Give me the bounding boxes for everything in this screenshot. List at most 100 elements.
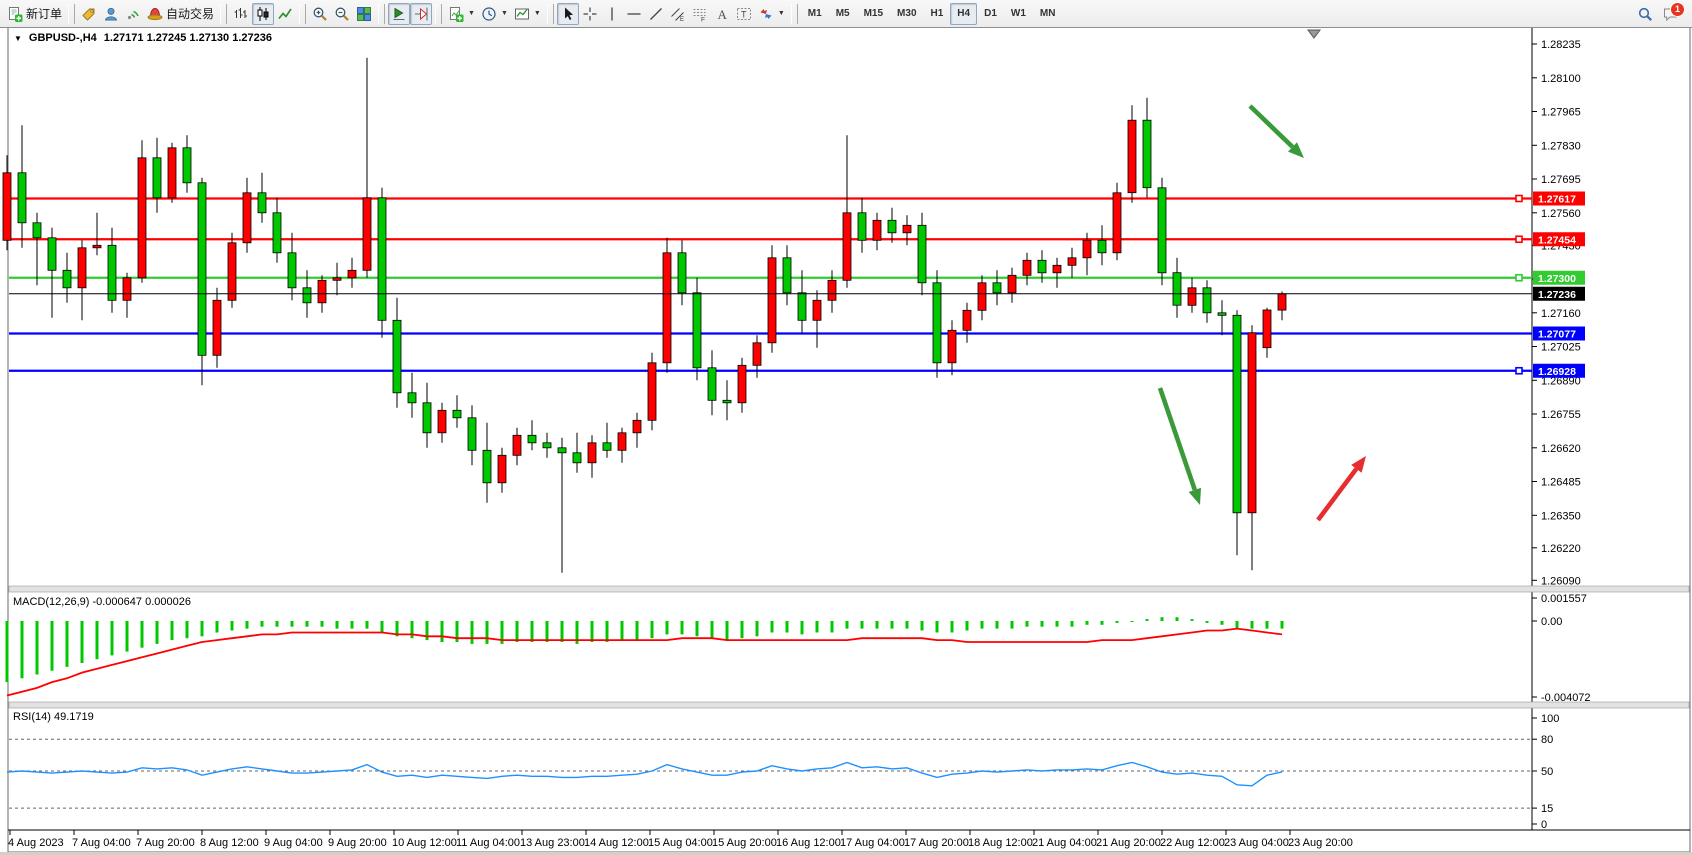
candlestick-chart-button[interactable] xyxy=(252,2,275,25)
chevron-down-icon[interactable]: ▼ xyxy=(468,10,475,17)
arrows-button[interactable]: ▼ xyxy=(755,3,788,25)
price-tick: 1.27160 xyxy=(1541,308,1581,320)
macd-signal-line xyxy=(6,627,1283,697)
timeframe-h4-button[interactable]: H4 xyxy=(950,2,978,25)
candles xyxy=(2,57,1287,573)
cursor-button[interactable] xyxy=(556,2,579,25)
price-axis[interactable]: 1.28235 1.28100 1.27965 1.27830 1.27695 1.275… xyxy=(1532,39,1581,587)
templates-button[interactable]: ▼ xyxy=(511,3,544,25)
timeframe-h1-button[interactable]: H1 xyxy=(930,8,944,19)
date-tick: 11 Aug 04:00 xyxy=(456,837,520,849)
notification-badge: 1 xyxy=(1670,1,1685,17)
indicators-button[interactable]: ▼ xyxy=(445,3,478,25)
timeframe-m30-button[interactable]: M30 xyxy=(897,8,917,19)
text-label-button[interactable]: T xyxy=(733,3,755,25)
chart-shift-marker[interactable] xyxy=(1307,29,1321,39)
chevron-down-icon[interactable]: ▼ xyxy=(777,10,785,17)
channel-icon: E xyxy=(670,7,684,22)
down-arrow-top xyxy=(1248,104,1295,149)
macd-tick: 0.001557 xyxy=(1541,593,1587,605)
new-order-button[interactable]: 新订单 xyxy=(4,3,65,25)
date-tick: 21 Aug 20:00 xyxy=(1096,837,1161,849)
zoom-out-button[interactable] xyxy=(331,3,353,25)
timeframe-m1-button[interactable]: M1 xyxy=(807,8,822,19)
timeframe-m5-button[interactable]: M5 xyxy=(835,8,850,19)
date-tick: 15 Aug 20:00 xyxy=(712,837,777,849)
fibonacci-icon: F xyxy=(693,8,706,22)
price-tick: 1.27025 xyxy=(1541,342,1581,354)
notifications-button[interactable]: 1 xyxy=(1660,1,1685,25)
macd-tick: 0.00 xyxy=(1541,616,1562,628)
search-icon xyxy=(1638,7,1652,21)
periods-button[interactable]: ▼ xyxy=(478,3,511,25)
date-tick: 18 Aug 12:00 xyxy=(968,837,1033,849)
trendline-icon xyxy=(649,7,662,20)
text-button[interactable]: A xyxy=(711,3,733,25)
line-chart-button[interactable] xyxy=(274,3,296,25)
chart-title[interactable]: ▼ GBPUSD-,H4 1.27171 1.27245 1.27130 1.2… xyxy=(14,32,272,44)
toolbar-separator xyxy=(220,3,228,24)
bar-chart-button[interactable] xyxy=(230,3,252,25)
auto-trading-button[interactable]: 自动交易 xyxy=(144,3,217,25)
chart-shift-icon xyxy=(415,7,428,20)
price-tick: 1.27695 xyxy=(1541,174,1581,186)
chart-window xyxy=(7,26,1691,853)
macd-axis[interactable]: 0.001557 0.00 -0.004072 xyxy=(1532,593,1591,704)
signals-icon xyxy=(127,10,139,19)
timeframe-m15-button[interactable]: M15 xyxy=(863,8,884,19)
auto-trading-icon xyxy=(147,7,163,20)
down-arrow-top-head xyxy=(1288,142,1304,158)
date-tick: 4 Aug 2023 xyxy=(8,837,64,849)
price-labels: 1.27617 1.27454 1.27300 1.27077 1.26928 1.272… xyxy=(1533,191,1585,378)
timeframe-mn-button[interactable]: MN xyxy=(1039,8,1056,19)
price-tick: 1.27830 xyxy=(1541,140,1581,152)
zoom-in-icon xyxy=(313,7,327,21)
macd-tick: -0.004072 xyxy=(1541,692,1591,704)
price-tick: 1.26620 xyxy=(1541,443,1581,455)
chart-shift-button[interactable] xyxy=(410,2,433,25)
bar-chart-icon xyxy=(234,7,248,18)
rsi-axis[interactable]: 100 80 50 15 0 xyxy=(1532,713,1559,831)
zoom-in-button[interactable] xyxy=(309,3,331,25)
auto-scroll-button[interactable] xyxy=(388,2,411,25)
drawn-arrows[interactable] xyxy=(1157,104,1366,522)
panel-separator[interactable] xyxy=(8,585,1690,593)
macd-label: MACD(12,26,9) -0.000647 0.000026 xyxy=(13,596,191,608)
date-tick: 7 Aug 04:00 xyxy=(72,837,131,849)
market-button[interactable] xyxy=(78,3,100,25)
signals-button[interactable] xyxy=(122,3,144,25)
price-tick: 1.26755 xyxy=(1541,409,1581,421)
candlestick-chart-icon xyxy=(257,6,269,21)
chevron-down-icon[interactable]: ▼ xyxy=(14,33,22,43)
date-axis[interactable]: 4 Aug 2023 7 Aug 04:00 7 Aug 20:00 8 Aug 12… xyxy=(8,830,1353,849)
community-button[interactable] xyxy=(100,3,122,25)
tile-windows-button[interactable] xyxy=(353,3,375,25)
price-tick: 1.26485 xyxy=(1541,477,1581,489)
channel-button[interactable]: E xyxy=(667,3,689,25)
fibonacci-button[interactable]: F xyxy=(689,3,711,25)
price-tick: 1.28235 xyxy=(1541,39,1581,51)
toolbar: 新订单 自动交易 ▼ ▼ ▼ E F A T ▼ M1 M5 M15 M30 H1 H4 D1 W1 MN 1 xyxy=(0,0,1692,28)
date-tick: 23 Aug 20:00 xyxy=(1288,837,1353,849)
timeframe-w1-button[interactable]: W1 xyxy=(1010,8,1026,19)
crosshair-button[interactable] xyxy=(579,3,601,25)
trendline-button[interactable] xyxy=(645,3,667,25)
zoom-out-icon xyxy=(335,7,349,21)
horizontal-line-button[interactable] xyxy=(623,3,645,25)
panel-separator[interactable] xyxy=(8,701,1690,709)
timeframe-d1-button[interactable]: D1 xyxy=(984,8,997,19)
vertical-line-button[interactable] xyxy=(601,3,623,25)
level-marker xyxy=(1515,366,1523,375)
chevron-down-icon[interactable]: ▼ xyxy=(500,10,508,17)
level-marker xyxy=(1515,273,1523,282)
price-tick: 1.27965 xyxy=(1541,107,1581,119)
level-label: 1.27300 xyxy=(1538,273,1576,285)
date-tick: 7 Aug 20:00 xyxy=(136,837,195,849)
current-price-label: 1.27236 xyxy=(1538,289,1576,301)
macd-panel xyxy=(5,617,1284,697)
search-button[interactable] xyxy=(1634,3,1656,25)
chevron-down-icon[interactable]: ▼ xyxy=(533,10,541,17)
level-label: 1.26928 xyxy=(1538,366,1576,378)
